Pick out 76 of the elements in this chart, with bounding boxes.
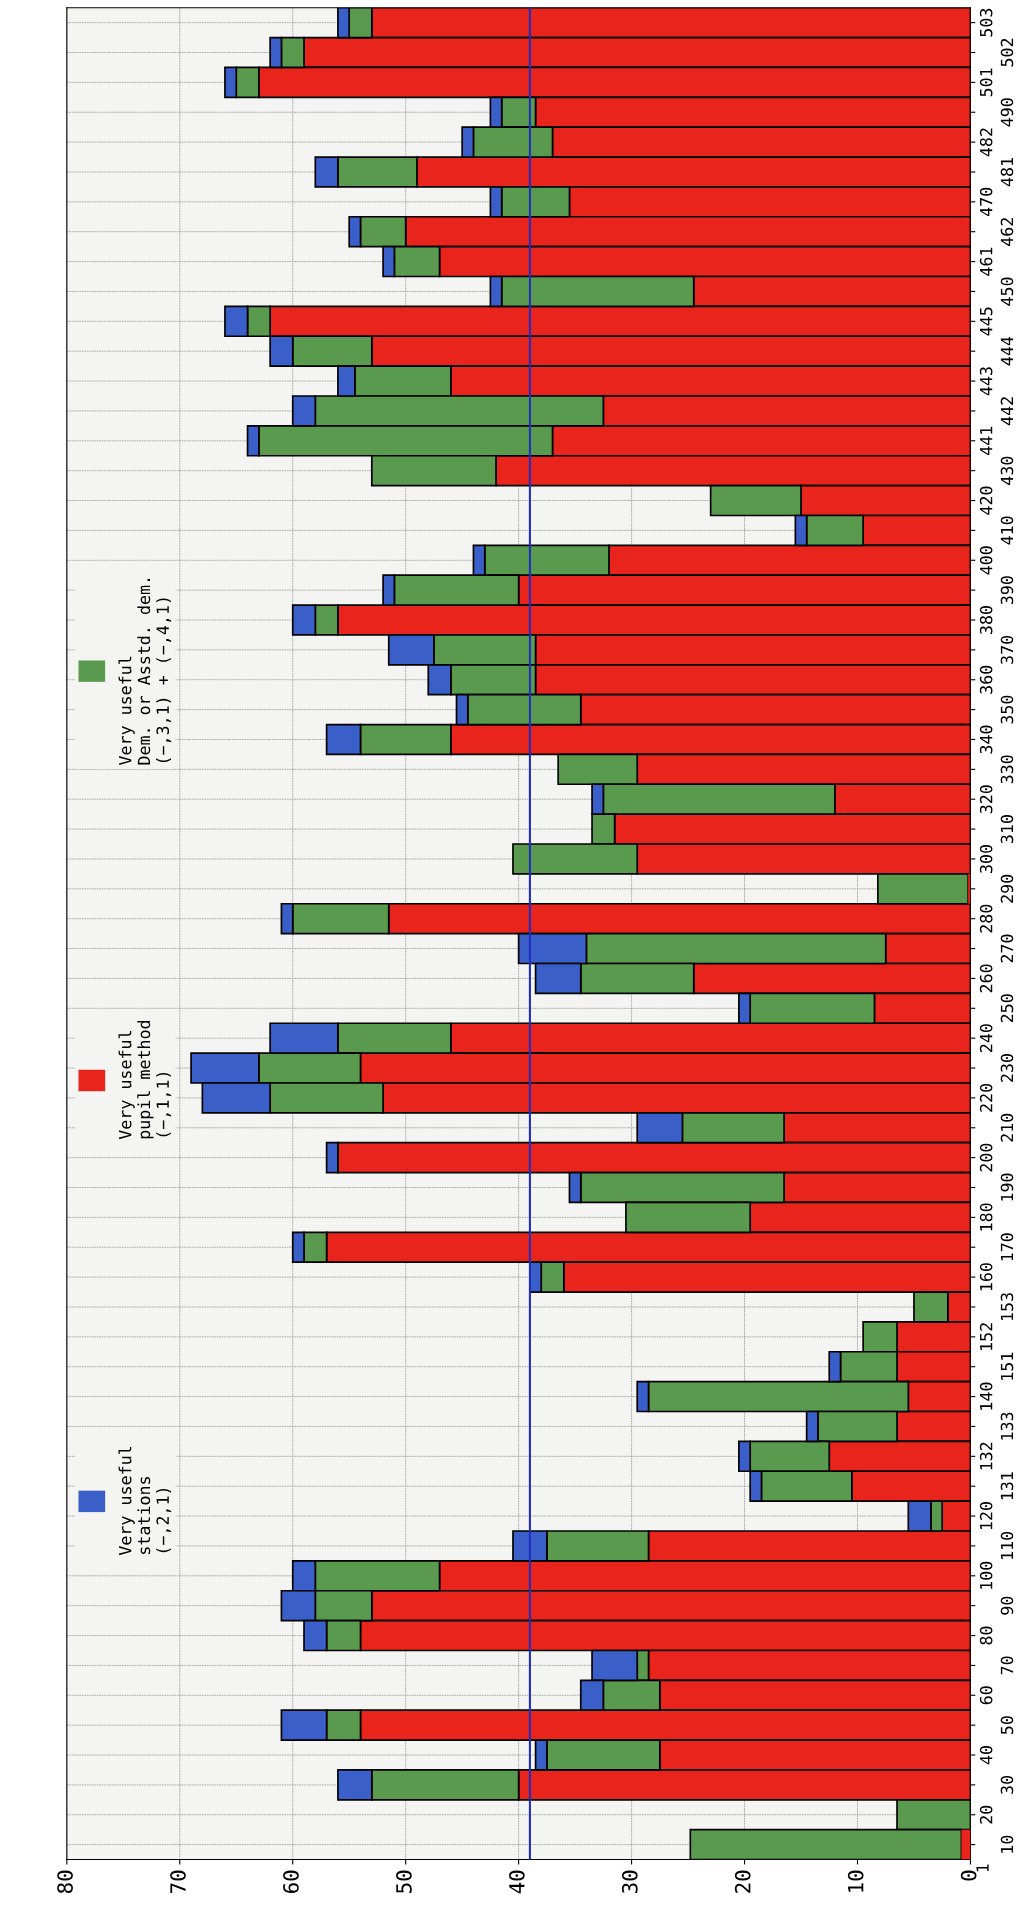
- y-tick-label: 230: [1000, 1054, 1014, 1082]
- y-tick-label: 280: [979, 904, 993, 933]
- y-tick-label: 151: [1000, 1352, 1014, 1380]
- x-tick-label: 80: [57, 1870, 73, 1894]
- y-tick-label: 481: [1000, 158, 1014, 187]
- y-tick-label: 462: [1000, 218, 1014, 246]
- y-tick-label: 450: [1000, 277, 1014, 306]
- y-tick-label: 170: [1000, 1233, 1014, 1261]
- x-tick-label: 20: [734, 1870, 751, 1893]
- y-tick-label: 400: [979, 546, 993, 575]
- y-tick-label: 260: [979, 964, 993, 993]
- x-tick-label: 30: [621, 1870, 638, 1893]
- y-tick-label: 502: [1000, 38, 1014, 67]
- y-tick-label: 60: [979, 1686, 993, 1705]
- y-tick-label: 210: [1000, 1113, 1014, 1142]
- y-tick-label: 430: [1000, 456, 1014, 485]
- x-tick-label: 70: [170, 1870, 186, 1893]
- y-tick-label: 445: [980, 307, 993, 336]
- y-tick-label: 443: [979, 367, 993, 396]
- y-tick-label: 360: [979, 665, 993, 694]
- y-tick-label: 442: [1000, 397, 1014, 426]
- y-tick-label: 390: [1000, 576, 1014, 605]
- y-tick-label: 320: [979, 785, 993, 814]
- y-tick-label: 501: [979, 68, 993, 97]
- y-tick-label: 370: [1000, 635, 1014, 664]
- y-tick-label: 120: [979, 1502, 993, 1530]
- y-tick-label: 240: [979, 1024, 993, 1052]
- legend-label: Very useful pupil method (−,1,1): [118, 1020, 172, 1140]
- y-tick-label: 380: [979, 606, 993, 634]
- y-tick-label: 250: [1000, 994, 1014, 1023]
- y-tick-label: 140: [979, 1382, 993, 1410]
- y-tick-label: 490: [1000, 98, 1014, 127]
- y-tick-label: 350: [1000, 695, 1014, 724]
- y-tick-label: 30: [1000, 1775, 1014, 1794]
- x-tick-label: 50: [396, 1870, 412, 1893]
- legend-label: Very useful Dem. or Asstd. dem. (−,3,1) + (−,4,1): [118, 578, 172, 766]
- y-tick-label: 110: [1000, 1531, 1014, 1559]
- y-tick-label: 220: [979, 1083, 993, 1112]
- y-tick-label: 80: [979, 1626, 993, 1645]
- y-tick-label: 133: [1000, 1412, 1014, 1440]
- y-tick-label: 410: [1000, 516, 1014, 545]
- y-tick-label: 300: [979, 844, 993, 873]
- y-tick-label: 10: [1000, 1835, 1014, 1853]
- y-tick-label: 190: [1000, 1173, 1014, 1201]
- y-tick-label: 461: [979, 247, 993, 276]
- y-tick-label: 40: [979, 1746, 993, 1765]
- x-tick-label: 60: [283, 1870, 299, 1893]
- y-tick-label: 153: [1000, 1293, 1014, 1321]
- y-tick-label: 340: [979, 725, 993, 754]
- y-tick-label: 444: [1000, 336, 1014, 366]
- y-tick-label: 70: [1000, 1656, 1014, 1675]
- x-tick-label: 40: [508, 1870, 525, 1894]
- x-tick-label: 0: [960, 1870, 977, 1881]
- y-tick-label: 290: [1000, 874, 1014, 903]
- y-tick-label: 503: [979, 8, 993, 37]
- y-tick-label: 310: [1000, 815, 1014, 844]
- y-tick-label: 50: [1000, 1716, 1014, 1735]
- y-tick-label: 90: [1000, 1596, 1014, 1615]
- y-tick-label: 420: [979, 486, 993, 515]
- y-tick-label: 200: [979, 1143, 993, 1172]
- text: 1: [976, 1864, 989, 1872]
- y-tick-label: 20: [979, 1805, 993, 1824]
- y-tick-label: 152: [979, 1323, 993, 1350]
- bar: [961, 1829, 971, 1860]
- y-tick-label: 131: [1000, 1472, 1014, 1500]
- y-tick-label: 470: [979, 187, 993, 217]
- y-tick-label: 100: [979, 1561, 993, 1589]
- legend-label: Very useful stations (−,2,1): [118, 1446, 172, 1556]
- y-tick-label: 180: [979, 1203, 993, 1231]
- y-tick-label: 441: [980, 426, 993, 456]
- y-tick-label: 482: [979, 128, 993, 157]
- y-tick-label: 132: [979, 1442, 993, 1470]
- y-tick-label: 160: [979, 1263, 993, 1291]
- y-tick-label: 270: [1000, 934, 1014, 963]
- y-tick-label: 330: [1000, 755, 1014, 784]
- x-tick-label: 10: [847, 1870, 864, 1892]
